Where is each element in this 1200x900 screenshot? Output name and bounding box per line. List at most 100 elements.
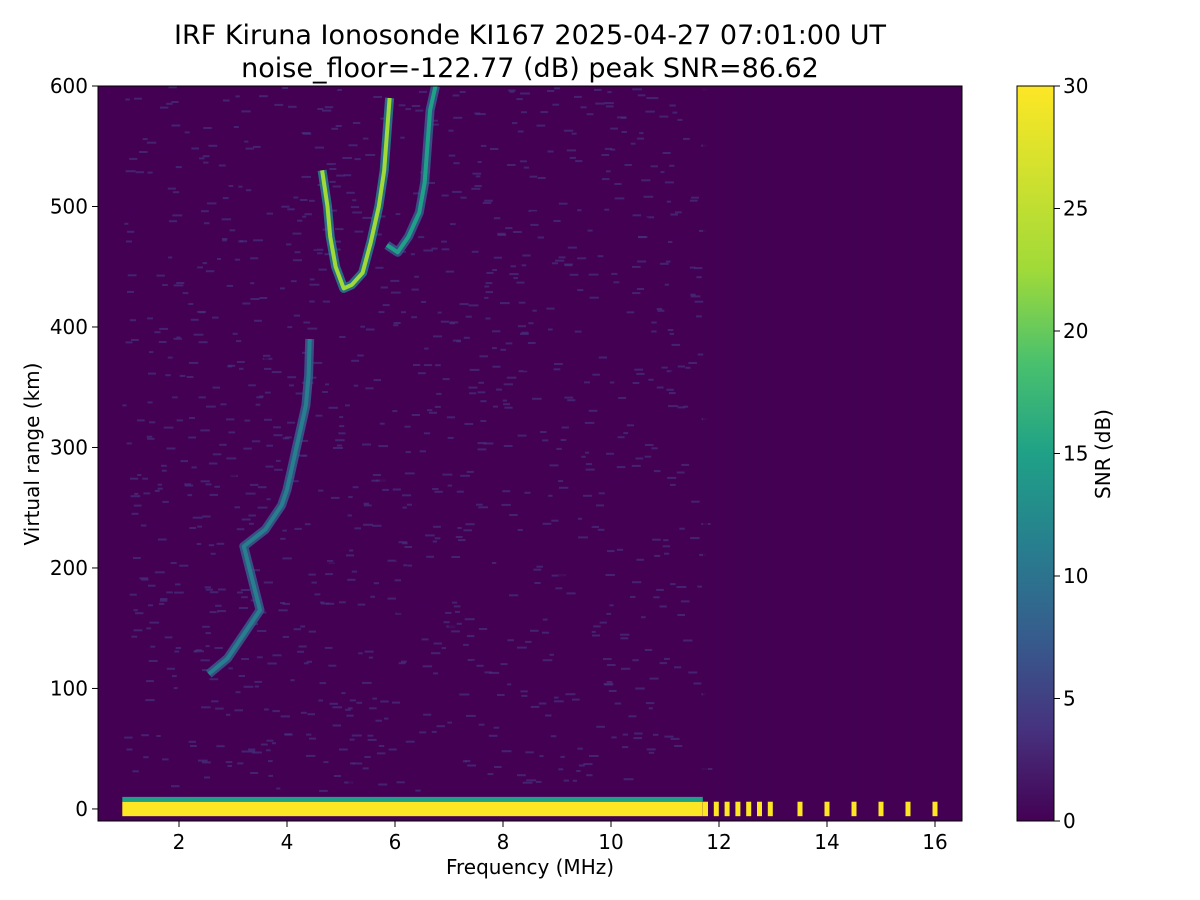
noise-speck — [604, 208, 610, 211]
noise-speck — [382, 488, 389, 491]
noise-speck — [475, 126, 483, 129]
noise-speck — [228, 185, 234, 187]
noise-speck — [301, 132, 311, 134]
noise-speck — [365, 328, 375, 331]
noise-speck — [177, 688, 185, 691]
noise-speck — [452, 190, 462, 193]
noise-speck — [660, 157, 666, 160]
noise-speck — [606, 452, 614, 455]
noise-speck — [180, 460, 188, 463]
noise-speck — [500, 348, 507, 351]
noise-speck — [262, 191, 268, 194]
noise-speck — [373, 582, 379, 585]
noise-speck — [380, 286, 388, 289]
noise-speck — [554, 87, 560, 90]
noise-speck — [601, 178, 610, 181]
noise-speck — [583, 763, 593, 766]
noise-speck — [401, 660, 407, 663]
x-axis-label: Frequency (MHz) — [446, 855, 614, 879]
noise-speck — [187, 494, 193, 497]
noise-speck — [575, 160, 583, 163]
noise-speck — [471, 250, 479, 253]
noise-speck — [452, 94, 460, 97]
noise-speck — [166, 102, 173, 105]
noise-speck — [464, 760, 471, 763]
noise-speck — [315, 414, 323, 417]
noise-speck — [283, 623, 290, 626]
noise-speck — [635, 687, 645, 690]
noise-speck — [158, 341, 167, 343]
noise-speck — [209, 611, 220, 614]
noise-speck — [516, 646, 527, 649]
noise-speck — [254, 319, 262, 322]
channel-column — [905, 86, 911, 801]
noise-speck — [268, 774, 273, 777]
noise-speck — [632, 214, 642, 217]
noise-speck — [322, 86, 327, 89]
noise-speck — [196, 543, 202, 545]
noise-speck — [254, 680, 262, 683]
y-tick-label: 500 — [50, 194, 88, 218]
noise-speck — [237, 591, 243, 594]
noise-speck — [471, 660, 480, 663]
noise-speck — [404, 472, 415, 475]
noise-speck — [528, 322, 534, 325]
noise-speck — [605, 105, 614, 108]
noise-speck — [346, 191, 355, 194]
noise-speck — [597, 255, 604, 258]
noise-speck — [330, 496, 340, 499]
noise-speck — [133, 609, 138, 612]
noise-speck — [220, 403, 227, 406]
noise-speck — [307, 428, 312, 430]
noise-speck — [680, 600, 690, 603]
noise-speck — [395, 558, 405, 561]
noise-speck — [415, 789, 421, 792]
noise-speck — [191, 147, 199, 150]
noise-speck — [674, 745, 683, 747]
noise-speck — [250, 118, 256, 121]
noise-speck — [300, 625, 306, 628]
noise-speck — [243, 685, 254, 688]
noise-speck — [636, 288, 644, 290]
noise-speck — [635, 408, 646, 411]
noise-speck — [336, 174, 345, 177]
noise-speck — [200, 480, 210, 483]
noise-speck — [641, 616, 646, 619]
channel-column — [797, 86, 803, 801]
noise-speck — [651, 561, 658, 564]
noise-speck — [509, 273, 519, 276]
noise-speck — [606, 681, 613, 683]
noise-speck — [162, 262, 168, 265]
noise-speck — [349, 294, 358, 297]
noise-speck — [375, 266, 384, 269]
noise-speck — [512, 122, 518, 125]
noise-speck — [318, 489, 324, 492]
noise-speck — [333, 164, 344, 167]
noise-speck — [379, 479, 388, 482]
noise-speck — [476, 588, 483, 591]
channel-column — [851, 86, 857, 801]
noise-speck — [126, 748, 133, 751]
noise-speck — [173, 337, 182, 340]
noise-speck — [392, 410, 398, 413]
noise-speck — [433, 335, 442, 338]
noise-speck — [234, 258, 241, 261]
noise-speck — [484, 746, 489, 749]
noise-speck — [149, 621, 160, 624]
noise-speck — [303, 321, 311, 324]
noise-speck — [547, 150, 554, 153]
e-layer-trace — [207, 338, 312, 676]
noise-speck — [601, 394, 611, 397]
noise-speck — [630, 142, 636, 145]
noise-speck — [566, 149, 576, 152]
noise-speck — [128, 618, 138, 621]
noise-speck — [161, 562, 169, 565]
noise-speck — [390, 314, 395, 316]
noise-speck — [439, 659, 449, 662]
noise-speck — [218, 588, 226, 591]
noise-speck — [140, 524, 147, 527]
noise-speck — [664, 181, 674, 184]
noise-speck — [668, 241, 673, 243]
noise-speck — [639, 220, 645, 223]
noise-speck — [349, 699, 356, 702]
